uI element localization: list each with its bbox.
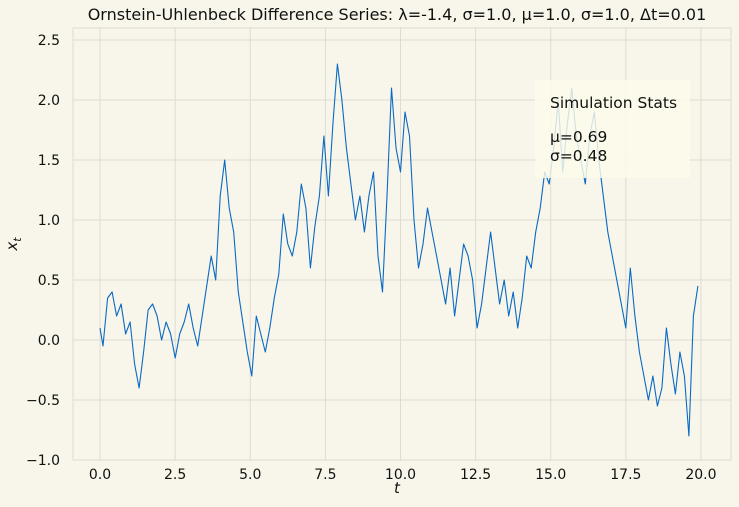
x-tick-label: 15.0	[535, 467, 566, 483]
x-tick-label: 5.0	[239, 467, 261, 483]
stats-box-background	[535, 80, 690, 178]
y-tick-label: −1.0	[26, 453, 60, 469]
plot-area-border	[72, 27, 732, 461]
y-tick-label: −0.5	[26, 393, 60, 409]
y-tick-label: 1.5	[38, 153, 60, 169]
y-tick-label: 2.5	[38, 33, 60, 49]
grid	[73, 28, 731, 461]
x-tick-label: 7.5	[314, 467, 336, 483]
y-tick-label: 0.5	[38, 273, 60, 289]
x-tick-label: 20.0	[685, 467, 716, 483]
x-tick-label: 10.0	[385, 467, 416, 483]
stats-title: Simulation Stats	[550, 94, 677, 112]
stats-box: Simulation Stats μ=0.69 σ=0.48	[535, 80, 690, 178]
y-tick-label: 0.0	[38, 333, 60, 349]
stats-sigma: σ=0.48	[550, 147, 607, 165]
stats-mu: μ=0.69	[550, 128, 607, 146]
y-axis-label-subscript: t	[11, 237, 24, 242]
x-tick-label: 12.5	[460, 467, 491, 483]
y-tick-label: 1.0	[38, 213, 60, 229]
y-axis-label: xt	[3, 237, 24, 252]
x-tick-label: 17.5	[610, 467, 641, 483]
chart-title: Ornstein-Uhlenbeck Difference Series: λ=…	[88, 5, 707, 24]
y-axis-label-base: x	[3, 242, 21, 252]
y-tick-label: 2.0	[38, 93, 60, 109]
y-axis-ticks: −1.0 −0.5 0.0 0.5 1.0 1.5 2.0 2.5	[26, 33, 60, 469]
x-tick-label: 0.0	[89, 467, 111, 483]
x-axis-ticks: 0.0 2.5 5.0 7.5 10.0 12.5 15.0 17.5 20.0	[89, 467, 717, 483]
x-axis-label: t	[394, 479, 401, 497]
plot-frame	[72, 27, 732, 461]
x-tick-label: 2.5	[164, 467, 186, 483]
